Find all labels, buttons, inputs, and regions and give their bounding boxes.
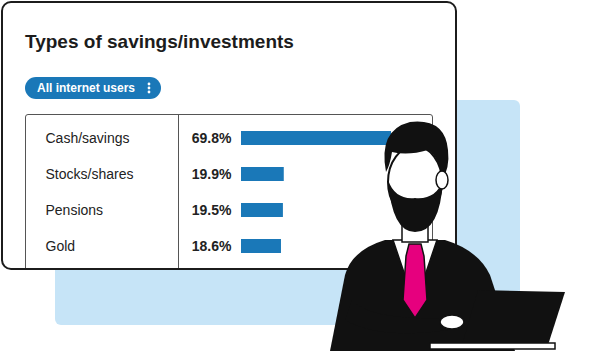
svg-text:19.9%: 19.9% [192, 166, 232, 182]
html-text:Types of savings/investments: Types of savings/investments [25, 31, 294, 52]
svg-text:69.8%: 69.8% [192, 130, 232, 146]
html-text:All internet users: All internet users [37, 81, 135, 95]
svg-text:Pensions: Pensions [46, 202, 104, 218]
svg-text:Cash/savings: Cash/savings [46, 130, 130, 146]
svg-text:Gold: Gold [46, 238, 76, 254]
svg-text:19.5%: 19.5% [192, 202, 232, 218]
svg-text:18.6%: 18.6% [192, 238, 232, 254]
svg-text:Stocks/shares: Stocks/shares [46, 166, 134, 182]
